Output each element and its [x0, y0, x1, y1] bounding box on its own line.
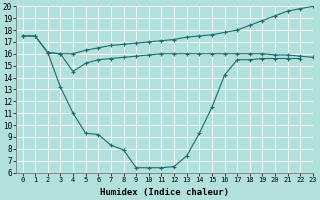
X-axis label: Humidex (Indice chaleur): Humidex (Indice chaleur)	[100, 188, 229, 197]
